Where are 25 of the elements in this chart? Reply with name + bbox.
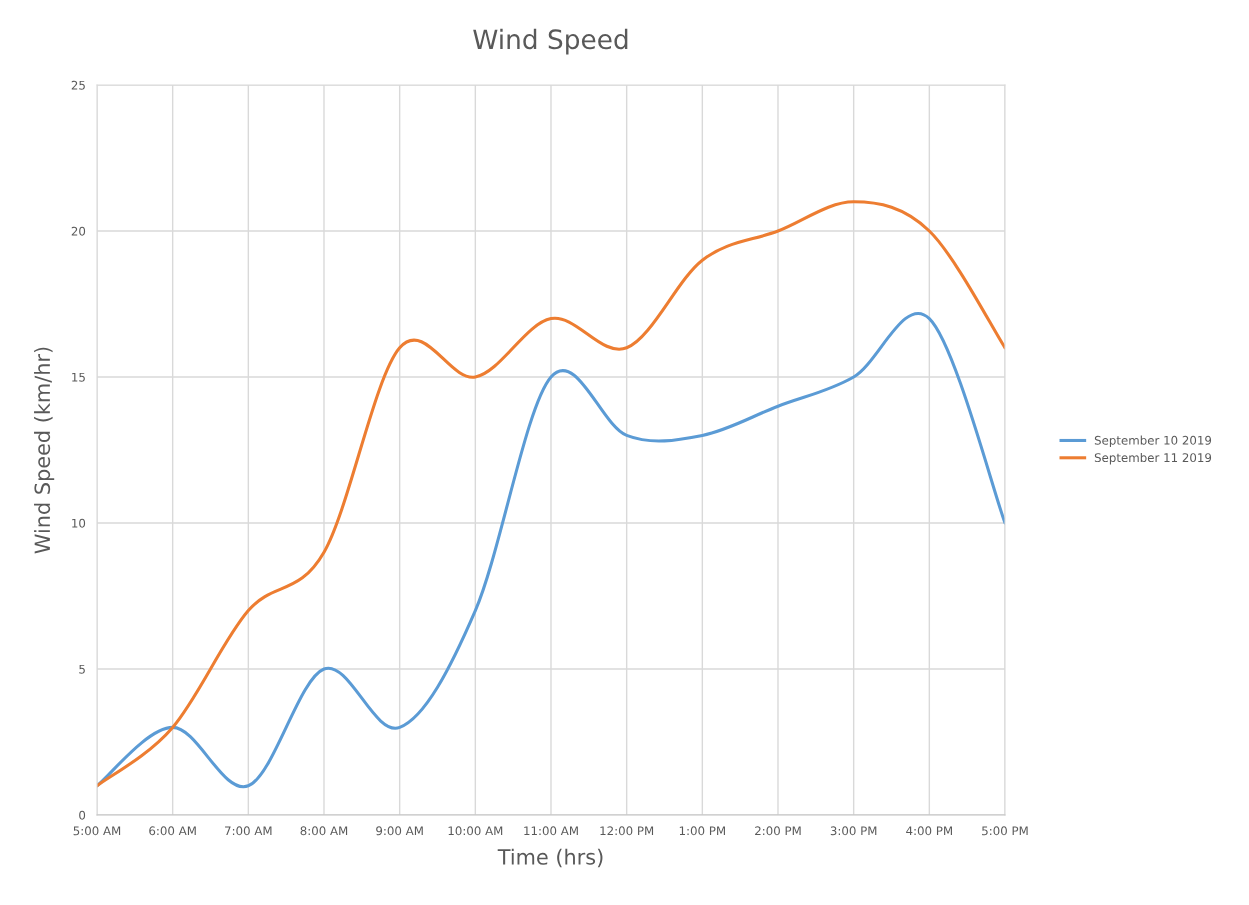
y-tick-label: 20: [71, 226, 86, 236]
chart-title: Wind Speed: [473, 28, 628, 55]
x-axis-title: Time (hrs): [497, 848, 603, 868]
x-tick-label: 10:00 AM: [448, 826, 503, 836]
y-axis-title: Wind Speed (km/hr): [34, 347, 55, 554]
x-tick-label: 11:00 AM: [524, 826, 578, 836]
legend-label: September 11 2019: [1094, 452, 1212, 465]
x-tick-label: 5:00 PM: [982, 826, 1028, 836]
x-tick-label: 9:00 AM: [376, 826, 423, 836]
x-tick-label: 1:00 PM: [679, 826, 725, 836]
x-tick-label: 4:00 PM: [906, 826, 952, 836]
y-tick-label: 15: [72, 372, 85, 382]
x-tick-label: 5:00 AM: [73, 826, 121, 836]
y-tick-label: 10: [72, 518, 86, 528]
x-tick-label: 12:00 PM: [600, 826, 654, 836]
x-tick-label: 6:00 AM: [149, 826, 196, 836]
y-tick-label: 0: [79, 810, 86, 820]
x-tick-label: 8:00 AM: [300, 826, 348, 836]
x-tick-label: 2:00 PM: [755, 826, 801, 836]
x-tick-label: 7:00 AM: [225, 826, 272, 836]
y-tick-label: 5: [79, 664, 85, 674]
y-tick-label: 25: [71, 80, 85, 90]
legend-label: September 10 2019: [1094, 435, 1212, 448]
x-tick-label: 3:00 PM: [830, 826, 877, 836]
line-series: [97, 200, 1005, 788]
